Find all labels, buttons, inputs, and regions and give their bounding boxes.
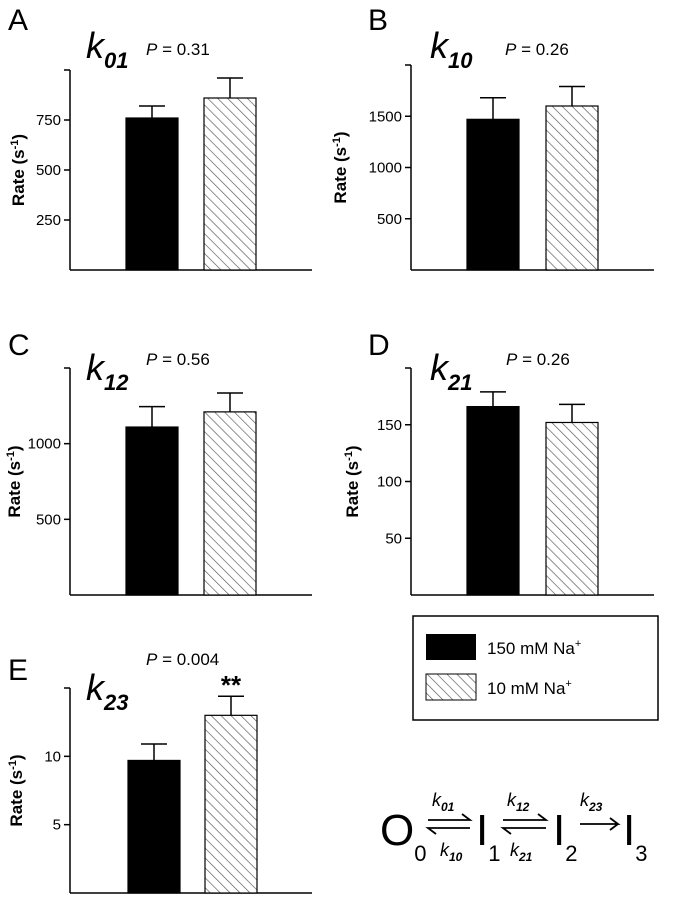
rate-constant-label: k23 — [86, 667, 128, 715]
legend-box — [412, 615, 659, 721]
rate-constant-label: k12 — [86, 347, 129, 395]
rate-constant-label: k10 — [430, 25, 473, 73]
bar-10mM — [203, 97, 257, 271]
legend-label-10: 10 mM Na+ — [487, 678, 572, 698]
y-tick-label: 1000 — [28, 436, 61, 453]
arrow-backward-10 — [425, 827, 470, 835]
y-tick-label: 500 — [377, 211, 402, 228]
y-axis-label: Rate (s-1) — [5, 445, 24, 517]
bar-150mM — [125, 426, 179, 596]
y-tick-label: 5 — [53, 817, 61, 834]
bar-10mM — [545, 105, 599, 271]
y-tick-label: 1500 — [369, 108, 402, 125]
rate-constant-label: k01 — [86, 25, 128, 73]
arrow-forward-01 — [428, 813, 473, 821]
panel-letter: A — [8, 4, 28, 37]
y-tick-label: 50 — [385, 530, 402, 547]
legend-swatch-solid — [426, 634, 476, 660]
y-tick-label: 250 — [36, 212, 61, 229]
y-axis-label: Rate (s-1) — [7, 754, 26, 826]
p-value: P = 0.56 — [146, 350, 210, 369]
state-O0: O0 — [380, 806, 426, 866]
legend: 150 mM Na+ 10 mM Na+ — [412, 615, 659, 721]
label-k23: k23 — [580, 790, 603, 814]
bar-150mM — [466, 405, 520, 596]
p-value: P = 0.004 — [146, 650, 219, 669]
kinetic-scheme: O0 I1 I2 I3 k01 k10 k12 k21 k2 — [380, 790, 647, 866]
y-axis-label: Rate (s-1) — [9, 134, 28, 206]
panel-letter: C — [8, 329, 30, 362]
label-k12: k12 — [507, 790, 530, 814]
y-axis-label: Rate (s-1) — [331, 131, 350, 203]
y-tick-label: 1000 — [369, 160, 402, 177]
y-tick-label: 500 — [36, 511, 61, 528]
label-k01: k01 — [432, 790, 455, 814]
y-tick-label: 750 — [36, 112, 61, 129]
p-value: P = 0.26 — [506, 350, 570, 369]
legend-label-150: 150 mM Na+ — [487, 638, 581, 658]
label-k10: k10 — [440, 840, 463, 864]
label-k21: k21 — [510, 840, 533, 864]
bar-150mM — [125, 117, 179, 271]
bar-10mM — [545, 421, 599, 596]
arrow-forward-23 — [580, 817, 621, 831]
state-I3: I3 — [623, 806, 647, 866]
bar-10mM — [203, 411, 257, 596]
bar-150mM — [466, 118, 520, 271]
p-value: P = 0.26 — [505, 40, 569, 59]
significance-stars: ** — [221, 670, 242, 700]
state-I2: I2 — [553, 806, 577, 866]
y-tick-label: 100 — [377, 474, 402, 491]
bar-150mM — [127, 759, 181, 894]
y-tick-label: 150 — [377, 417, 402, 434]
legend-swatch-hatched — [425, 673, 477, 701]
y-tick-label: 500 — [36, 162, 61, 179]
bar-10mM — [204, 714, 258, 894]
panel-letter: B — [368, 4, 388, 37]
y-axis-label: Rate (s-1) — [343, 445, 362, 517]
arrow-backward-21 — [500, 827, 546, 835]
arrow-forward-12 — [503, 813, 549, 821]
state-I1: I1 — [476, 806, 500, 866]
p-value: P = 0.31 — [146, 40, 210, 59]
rate-constant-label: k21 — [430, 347, 472, 395]
panel-letter: D — [368, 329, 390, 362]
y-tick-label: 10 — [44, 748, 61, 765]
panel-letter: E — [8, 654, 28, 687]
